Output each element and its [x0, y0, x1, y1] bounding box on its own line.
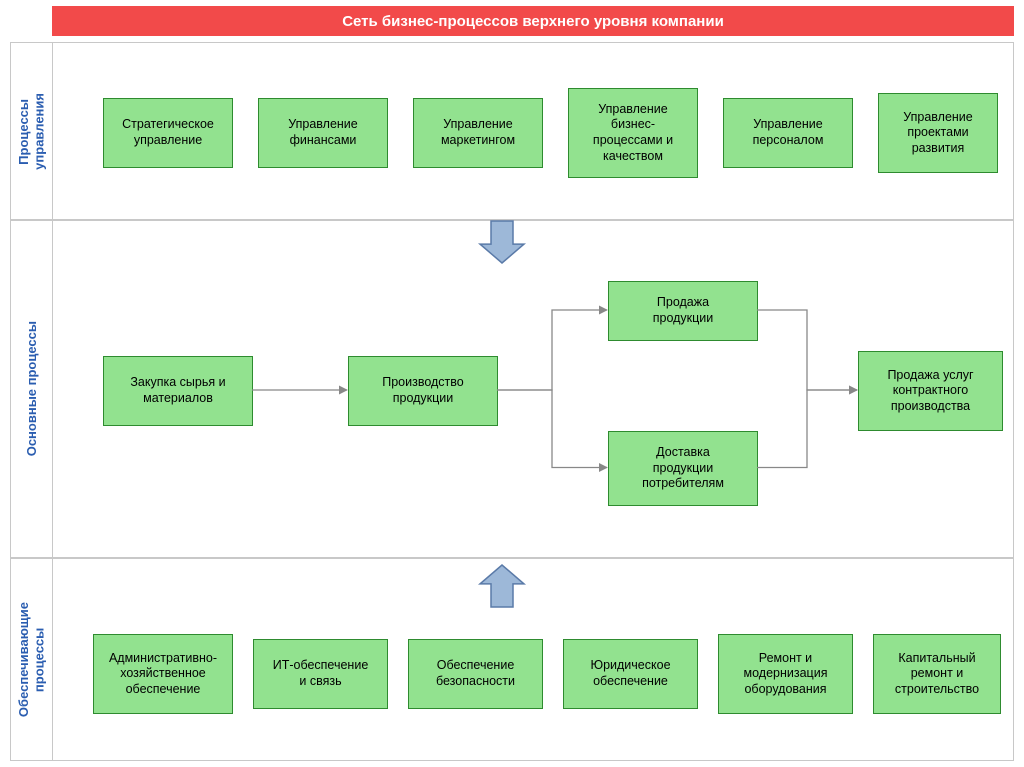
node-m5: Управление персоналом	[723, 98, 853, 168]
node-m1: Стратегическое управление	[103, 98, 233, 168]
node-s2: ИТ-обеспечение и связь	[253, 639, 388, 709]
row-support: Обеспечивающие процессы Административно-…	[10, 558, 1014, 761]
row-label-text: Обеспечивающие процессы	[16, 602, 47, 717]
diagram-canvas: Сеть бизнес-процессов верхнего уровня ко…	[0, 0, 1024, 767]
node-m3: Управление маркетингом	[413, 98, 543, 168]
row-label-text: Основные процессы	[24, 321, 40, 456]
node-s3: Обеспечение безопасности	[408, 639, 543, 709]
node-p4: Доставка продукции потребителям	[608, 431, 758, 506]
node-p2: Производство продукции	[348, 356, 498, 426]
node-p5: Продажа услуг контрактного производства	[858, 351, 1003, 431]
rows-container: Процессы управления Стратегическое управ…	[10, 42, 1014, 761]
node-p3: Продажа продукции	[608, 281, 758, 341]
node-s6: Капитальный ремонт и строительство	[873, 634, 1001, 714]
node-m2: Управление финансами	[258, 98, 388, 168]
node-s4: Юридическое обеспечение	[563, 639, 698, 709]
row-core: Основные процессы Закупка сырья и матери…	[10, 220, 1014, 558]
diagram-title: Сеть бизнес-процессов верхнего уровня ко…	[342, 13, 724, 30]
diagram-title-bar: Сеть бизнес-процессов верхнего уровня ко…	[52, 6, 1014, 36]
row-label-support: Обеспечивающие процессы	[11, 559, 53, 760]
row-management: Процессы управления Стратегическое управ…	[10, 42, 1014, 220]
node-s1: Административно- хозяйственное обеспечен…	[93, 634, 233, 714]
node-m6: Управление проектами развития	[878, 93, 998, 173]
row-body-support: Административно- хозяйственное обеспечен…	[53, 559, 1013, 760]
node-p1: Закупка сырья и материалов	[103, 356, 253, 426]
row-body-management: Стратегическое управление Управление фина…	[53, 43, 1013, 219]
node-s5: Ремонт и модернизация оборудования	[718, 634, 853, 714]
row-label-text: Процессы управления	[16, 93, 47, 170]
row-label-management: Процессы управления	[11, 43, 53, 219]
node-m4: Управление бизнес- процессами и качество…	[568, 88, 698, 178]
row-label-core: Основные процессы	[11, 221, 53, 557]
row-body-core: Закупка сырья и материалов Производство п…	[53, 221, 1013, 557]
